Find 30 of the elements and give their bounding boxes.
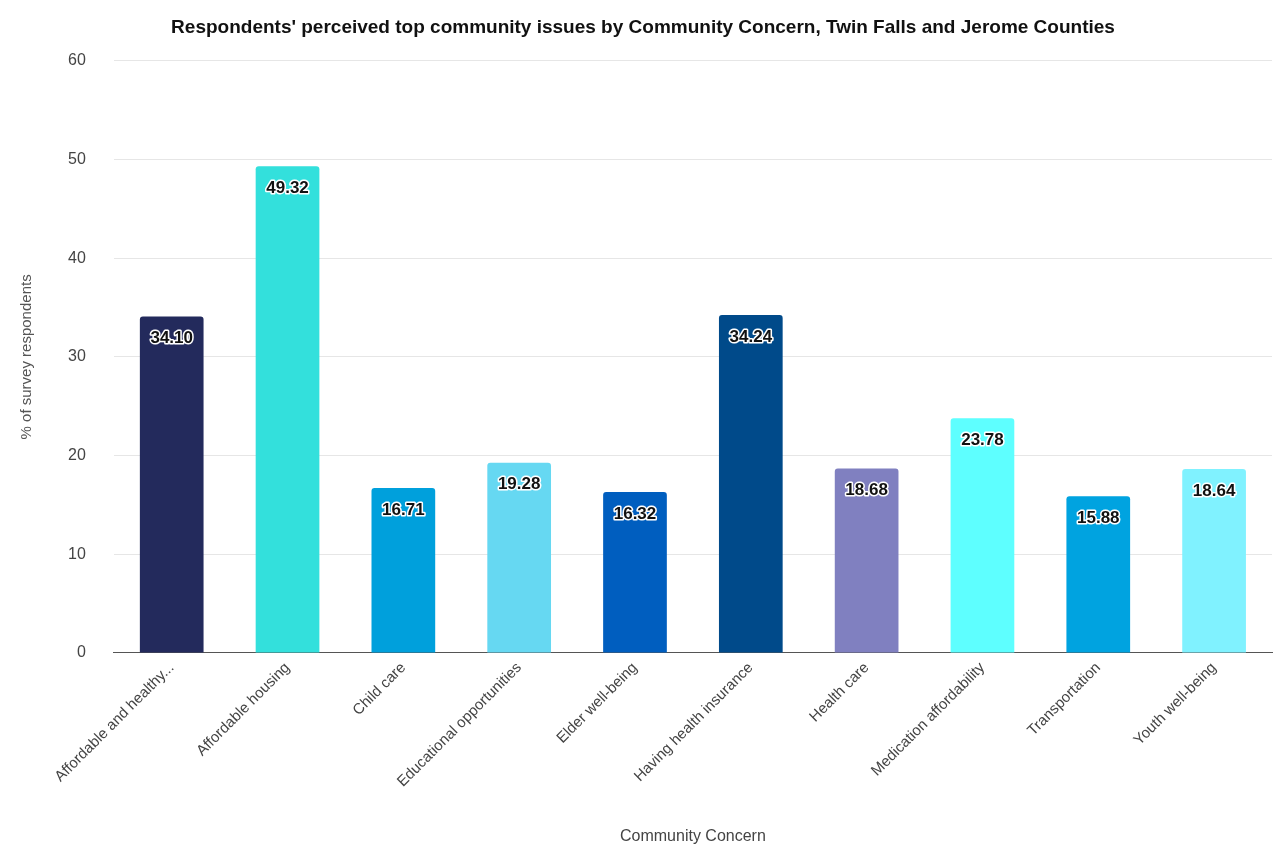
data-label: 34.10	[150, 328, 193, 348]
bar	[371, 488, 436, 653]
data-label: 16.71	[382, 499, 425, 519]
data-label: 16.32	[613, 503, 657, 523]
y-tick-label: 30	[68, 347, 86, 365]
data-label: 49.32	[266, 177, 309, 197]
data-label: 15.88	[1077, 507, 1120, 527]
y-tick-label: 50	[68, 149, 86, 167]
y-tick-label: 40	[68, 248, 86, 266]
data-label: 18.64	[1192, 480, 1236, 500]
data-label: 23.78	[961, 429, 1004, 449]
y-tick-label: 10	[68, 544, 86, 562]
bar	[1182, 469, 1246, 653]
chart-title: Respondents' perceived top community issues by Community Concern, Twin Falls and Jerome Counties	[171, 15, 1115, 37]
bar	[487, 462, 552, 653]
data-label: 19.28	[497, 474, 541, 494]
x-axis-title: Community Concern	[619, 826, 766, 844]
bar	[834, 468, 899, 653]
bar	[255, 166, 320, 653]
y-tick-label: 0	[76, 643, 86, 661]
y-tick-label: 20	[68, 445, 86, 463]
bar	[718, 315, 783, 653]
data-label: 34.24	[729, 326, 773, 346]
bar	[1066, 496, 1131, 653]
y-tick-label: 60	[68, 51, 86, 69]
bar	[139, 316, 204, 653]
bar	[950, 418, 1015, 653]
y-axis-title: % of survey respondents	[17, 274, 35, 440]
data-label: 18.68	[845, 480, 888, 500]
bar	[603, 491, 667, 653]
